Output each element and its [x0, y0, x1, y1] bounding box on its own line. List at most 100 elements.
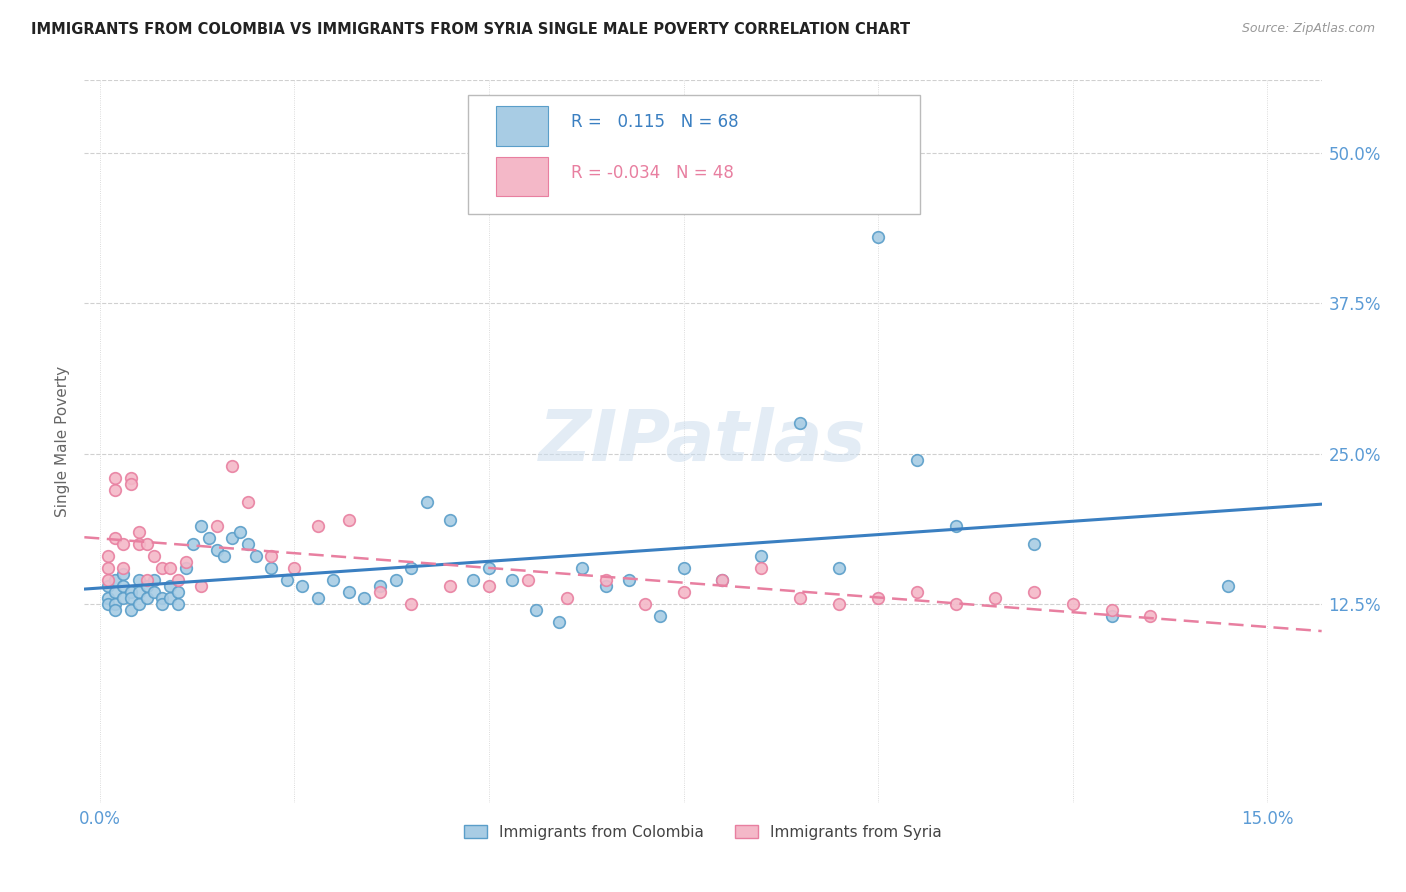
Point [1022, 537, 1045, 551]
Point [97, 561, 120, 575]
Point [120, 603, 142, 617]
Text: ZIPatlas: ZIPatlas [540, 407, 866, 476]
Point [120, 476, 142, 491]
Point [112, 561, 135, 575]
Point [150, 561, 173, 575]
Point [868, 230, 890, 244]
Point [439, 579, 461, 593]
Point [97, 597, 120, 611]
Point [97, 549, 120, 563]
Point [984, 591, 1007, 606]
Point [789, 591, 811, 606]
Point [128, 597, 150, 611]
Point [104, 471, 127, 485]
Legend: Immigrants from Colombia, Immigrants from Syria: Immigrants from Colombia, Immigrants fro… [458, 819, 948, 846]
Text: R = -0.034   N = 48: R = -0.034 N = 48 [571, 164, 734, 182]
Point [159, 561, 181, 575]
Point [1101, 609, 1123, 624]
Point [789, 417, 811, 431]
Point [399, 597, 422, 611]
Point [104, 483, 127, 497]
Point [174, 555, 197, 569]
Point [353, 591, 375, 606]
Point [672, 585, 695, 599]
Point [143, 549, 166, 563]
Point [198, 531, 221, 545]
Point [595, 573, 617, 587]
Point [711, 573, 734, 587]
Point [128, 537, 150, 551]
Point [166, 573, 188, 587]
Point [291, 579, 314, 593]
Point [524, 603, 547, 617]
Point [166, 597, 188, 611]
Point [945, 597, 967, 611]
Point [190, 579, 212, 593]
Point [120, 585, 142, 599]
Point [159, 591, 181, 606]
Point [595, 579, 617, 593]
Point [617, 573, 640, 587]
Point [751, 549, 773, 563]
Point [945, 519, 967, 533]
Point [905, 585, 928, 599]
Point [150, 591, 173, 606]
Point [205, 519, 228, 533]
Point [104, 531, 127, 545]
Point [97, 579, 120, 593]
Point [104, 603, 127, 617]
Point [501, 573, 523, 587]
Point [120, 591, 142, 606]
Point [112, 537, 135, 551]
Point [214, 549, 236, 563]
Point [322, 573, 344, 587]
Point [751, 561, 773, 575]
Point [112, 567, 135, 582]
FancyBboxPatch shape [496, 106, 548, 145]
Point [135, 591, 157, 606]
Point [478, 561, 501, 575]
Point [276, 573, 298, 587]
Point [135, 579, 157, 593]
Point [548, 615, 571, 630]
Point [1218, 579, 1240, 593]
Point [128, 585, 150, 599]
Point [828, 561, 851, 575]
Point [307, 519, 329, 533]
Point [112, 591, 135, 606]
FancyBboxPatch shape [496, 156, 548, 196]
Point [245, 549, 267, 563]
Point [868, 591, 890, 606]
Point [221, 458, 243, 473]
Point [104, 573, 127, 587]
Point [143, 573, 166, 587]
Point [236, 537, 259, 551]
Point [120, 471, 142, 485]
Point [159, 579, 181, 593]
Point [555, 591, 578, 606]
Text: R =   0.115   N = 68: R = 0.115 N = 68 [571, 113, 738, 131]
Point [384, 573, 406, 587]
Point [1022, 585, 1045, 599]
Point [205, 542, 228, 557]
Point [97, 573, 120, 587]
Point [104, 597, 127, 611]
Point [711, 573, 734, 587]
Point [650, 609, 672, 624]
Point [229, 524, 252, 539]
Point [97, 591, 120, 606]
Point [1139, 609, 1161, 624]
Point [1062, 597, 1084, 611]
FancyBboxPatch shape [468, 95, 920, 214]
Point [128, 573, 150, 587]
Point [399, 561, 422, 575]
Point [150, 597, 173, 611]
Point [416, 494, 439, 508]
Point [463, 573, 485, 587]
Point [478, 579, 501, 593]
Point [905, 452, 928, 467]
Y-axis label: Single Male Poverty: Single Male Poverty [55, 366, 70, 517]
Point [828, 597, 851, 611]
Point [166, 585, 188, 599]
Point [571, 561, 593, 575]
